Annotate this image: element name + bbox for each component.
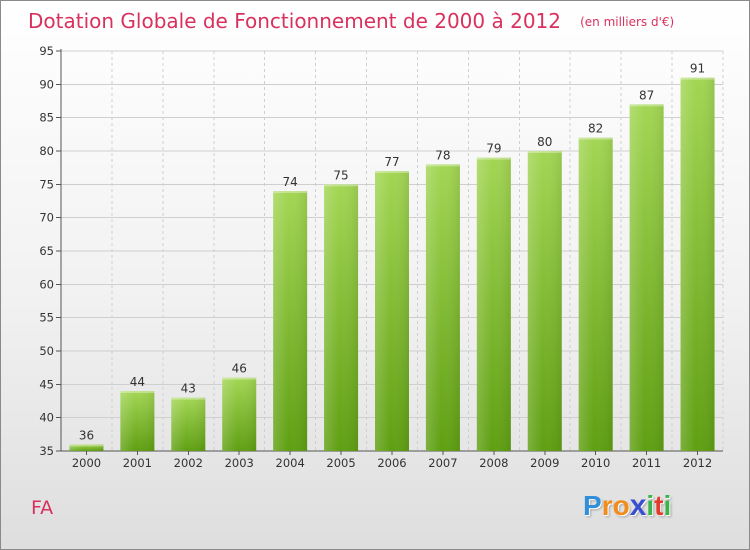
bar-highlight — [324, 184, 359, 187]
bar-highlight — [476, 157, 511, 160]
x-tick-label: 2009 — [530, 456, 559, 470]
data-label: 36 — [79, 428, 94, 442]
x-tick-label: 2011 — [632, 456, 661, 470]
bar-highlight — [425, 164, 460, 167]
data-label: 78 — [435, 148, 450, 162]
data-label: 43 — [181, 382, 196, 396]
x-tick-label: 2005 — [326, 456, 355, 470]
x-tick-label: 2001 — [123, 456, 152, 470]
y-tick-label: 80 — [39, 144, 54, 158]
data-label: 79 — [486, 142, 501, 156]
bar-highlight — [273, 191, 308, 193]
data-label: 77 — [384, 155, 399, 169]
y-tick-label: 85 — [39, 111, 54, 125]
x-tick-label: 2003 — [225, 456, 254, 470]
bar-highlight — [222, 377, 257, 380]
labels: 36 44 43 46 74 75 77 78 79 80 82 87 91 — [79, 62, 705, 443]
brand-letter: P — [583, 490, 602, 521]
y-tick-label: 35 — [39, 444, 54, 458]
bar-highlight — [578, 137, 613, 140]
bar-highlight — [527, 151, 562, 153]
y-tick-label: 55 — [39, 311, 54, 325]
x-tick-label: 2007 — [428, 456, 457, 470]
axes: 35 40 45 50 55 60 65 70 75 80 85 90 95 2000 2001 2002 20… — [39, 44, 723, 470]
brand-letter: r — [601, 490, 613, 521]
data-label: 74 — [283, 175, 298, 189]
brand-letter: i — [663, 490, 672, 521]
bar-shine — [120, 391, 155, 451]
brand-letter: i — [646, 490, 655, 521]
x-tick-label: 2006 — [377, 456, 406, 470]
bar-highlight — [629, 104, 664, 107]
bars — [69, 77, 715, 452]
y-tick-label: 40 — [39, 411, 54, 425]
chart-subtitle: (en milliers d'€) — [580, 15, 675, 29]
title-row: Dotation Globale de Fonctionnement de 20… — [28, 9, 674, 33]
data-label: 82 — [588, 122, 603, 136]
y-tick-label: 50 — [39, 344, 54, 358]
commune-name: FA — [31, 497, 54, 519]
bar-shine — [680, 77, 715, 452]
data-label: 75 — [333, 168, 348, 182]
bar-shine — [273, 191, 308, 451]
bar-shine — [476, 157, 511, 451]
bar-shine — [69, 444, 104, 451]
bar-highlight — [171, 397, 206, 400]
bar-shine — [324, 184, 359, 452]
data-label: 44 — [130, 375, 145, 389]
bar-highlight — [69, 444, 104, 447]
bar-shine — [171, 397, 206, 451]
brand-letter: o — [612, 490, 630, 521]
y-tick-label: 65 — [39, 244, 54, 258]
bar-shine — [629, 104, 664, 451]
y-tick-label: 95 — [39, 44, 54, 58]
y-tick-label: 45 — [39, 377, 54, 391]
bar-shine — [222, 377, 257, 451]
x-tick-label: 2002 — [174, 456, 203, 470]
brand-letter: t — [654, 490, 664, 521]
data-label: 91 — [690, 62, 705, 76]
brand-letter: x — [629, 489, 647, 522]
x-tick-label: 2000 — [72, 456, 101, 470]
data-label: 46 — [232, 362, 247, 376]
bar-highlight — [680, 77, 715, 80]
bar-shine — [425, 164, 460, 452]
chart-title: Dotation Globale de Fonctionnement de 20… — [28, 9, 561, 33]
bar-shine — [375, 171, 409, 451]
x-tick-label: 2008 — [479, 456, 508, 470]
x-tick-label: 2004 — [276, 456, 305, 470]
y-tick-label: 60 — [39, 277, 54, 291]
proxiti-logo: Proxiti — [583, 489, 671, 523]
bar-highlight — [375, 171, 409, 173]
x-tick-label: 2010 — [581, 456, 610, 470]
x-tick-label: 2012 — [683, 456, 712, 470]
data-label: 87 — [639, 88, 654, 102]
y-tick-label: 90 — [39, 77, 54, 91]
y-tick-label: 70 — [39, 211, 54, 225]
data-label: 80 — [537, 135, 552, 149]
bar-highlight — [120, 391, 155, 393]
y-tick-label: 75 — [39, 177, 54, 191]
bar-shine — [527, 151, 562, 451]
bar-shine — [578, 137, 613, 451]
